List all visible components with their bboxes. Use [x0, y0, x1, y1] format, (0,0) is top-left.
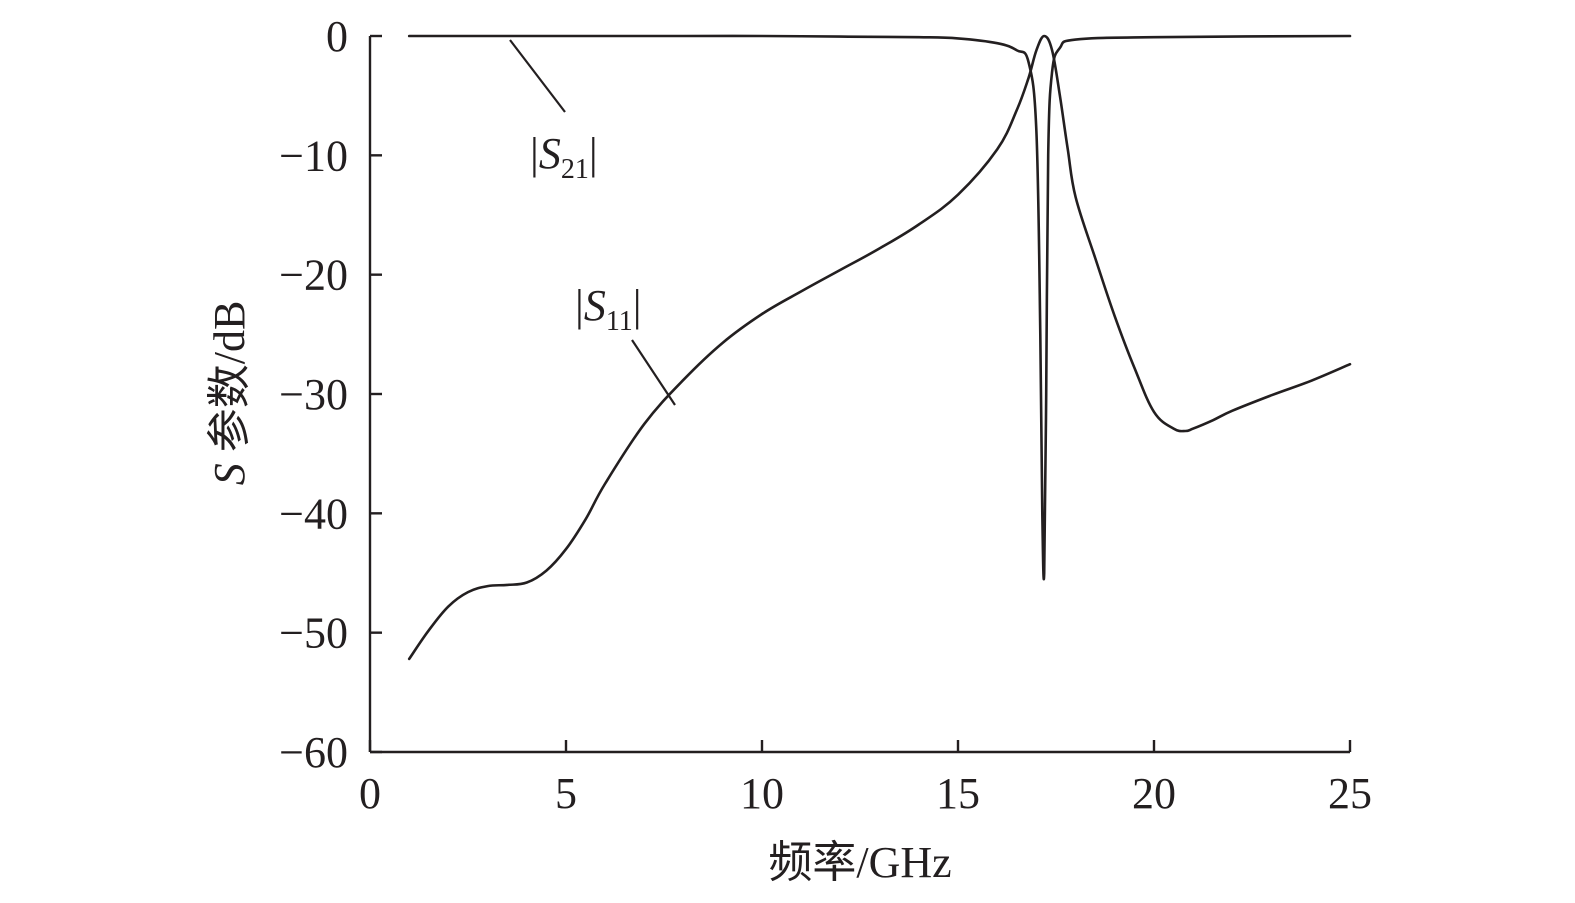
x-axis-title: 频率/GHz	[768, 838, 951, 887]
axes	[368, 36, 1350, 754]
y-tick-label: −60	[279, 728, 348, 777]
series-layer	[407, 34, 1352, 661]
annotation-leader-s11	[631, 339, 676, 406]
y-axis-title-symbol: S	[205, 463, 254, 485]
y-tick-label: −50	[279, 609, 348, 658]
y-tick-label: −10	[279, 131, 348, 180]
y-tick-label: −20	[279, 251, 348, 300]
annotation-label-s21: |S21|	[530, 129, 598, 185]
x-axis-ticks: 0 5 10 15 20 25	[359, 740, 1372, 818]
y-tick-label: 0	[326, 12, 348, 61]
y-tick-label: −40	[279, 489, 348, 538]
x-tick-label: 20	[1132, 769, 1176, 818]
y-tick-label: −30	[279, 370, 348, 419]
series-s11-line	[407, 34, 1352, 661]
annotation-label-s11: |S11|	[575, 281, 642, 337]
x-tick-label: 5	[555, 769, 577, 818]
y-axis-title: S 参数/dB	[205, 301, 254, 486]
x-tick-label: 10	[740, 769, 784, 818]
y-axis-title-text: 参数/dB	[205, 301, 254, 464]
x-tick-label: 25	[1328, 769, 1372, 818]
annotation-layer: |S21| |S11|	[509, 39, 676, 406]
y-axis-ticks: 0 −10 −20 −30 −40 −50 −60	[279, 12, 382, 777]
series-s21-line	[407, 34, 1352, 581]
x-tick-label: 15	[936, 769, 980, 818]
x-tick-label: 0	[359, 769, 381, 818]
annotation-leader-s21	[509, 39, 566, 113]
